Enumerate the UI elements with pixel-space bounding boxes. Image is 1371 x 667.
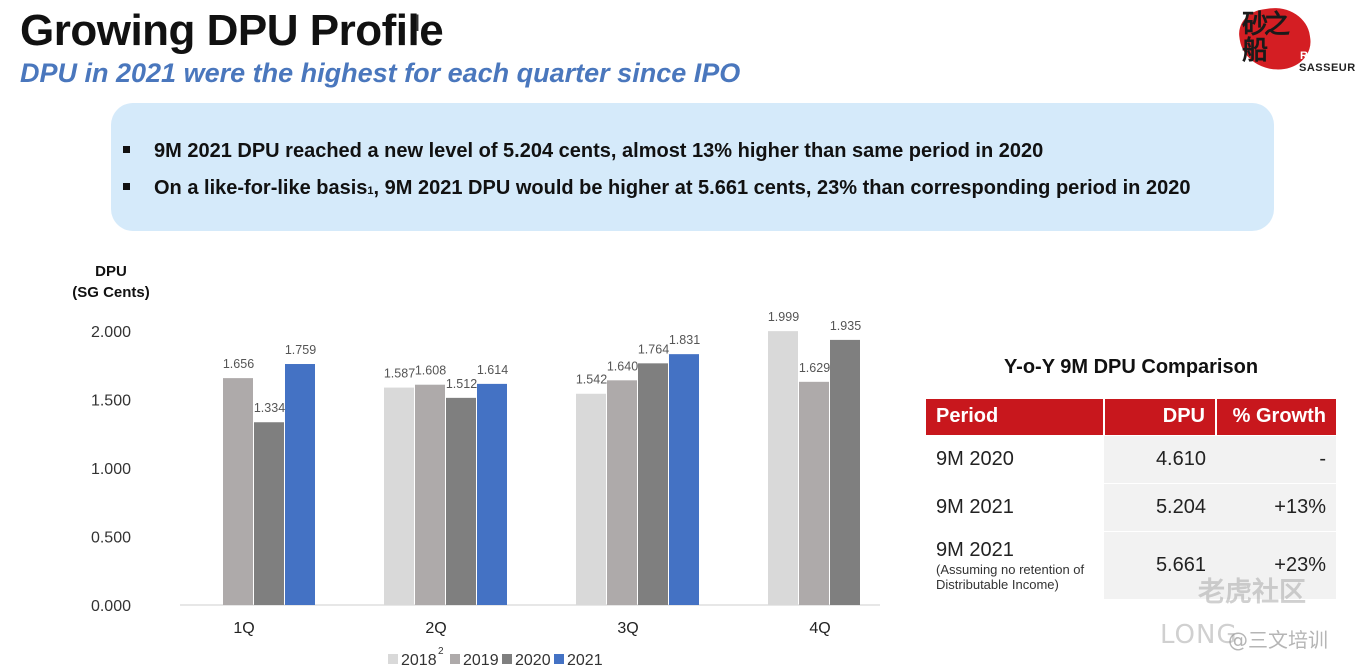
x-tick-label: 3Q: [617, 620, 638, 637]
data-label: 1.608: [415, 364, 446, 378]
data-label: 1.542: [576, 373, 607, 387]
legend-swatch-2018: [388, 654, 398, 664]
row-period: 9M 2021: [936, 538, 1014, 561]
bullet-square-icon: [123, 146, 130, 153]
bar-2020-1Q: [254, 422, 284, 605]
logo-glyph: 砂之船: [1242, 10, 1290, 66]
watermark-handle: @三文培训: [1228, 628, 1328, 652]
data-label: 1.614: [477, 363, 508, 377]
text-cursor-icon: I: [414, 10, 421, 37]
sasseur-reit-logo: 砂之船 REIT SASSEUR: [1236, 3, 1364, 78]
x-tick-label: 1Q: [233, 620, 254, 637]
row-dpu: 5.661: [1104, 530, 1216, 599]
data-label: 1.640: [607, 359, 638, 373]
row-period: 9M 2020: [926, 434, 1104, 483]
row-dpu: 4.610: [1104, 434, 1216, 483]
watermark-long: LONG: [1160, 620, 1238, 650]
page-title: Growing DPU Profile: [20, 6, 444, 55]
bar-2021-1Q: [285, 364, 315, 605]
table-row: 9M 2020 4.610 -: [926, 434, 1336, 483]
y-axis-label-unit: (SG Cents): [72, 284, 150, 301]
data-label: 1.831: [669, 333, 700, 347]
header-period: Period: [926, 399, 1105, 435]
header-growth: % Growth: [1216, 399, 1336, 435]
data-label: 1.587: [384, 367, 415, 381]
comparison-header-row: Period DPU % Growth: [926, 399, 1336, 435]
highlight-bullet-1: 9M 2021 DPU reached a new level of 5.204…: [123, 140, 1043, 163]
row-growth: -: [1216, 434, 1336, 483]
row-period-note: (Assuming no retention of Distributable …: [936, 561, 1085, 592]
row-period: 9M 2021: [926, 482, 1104, 531]
footnote-marker: 1: [367, 185, 374, 197]
data-label: 1.512: [446, 377, 477, 391]
bar-2021-2Q: [477, 383, 507, 605]
bar-2019-4Q: [799, 381, 829, 605]
bar-2020-3Q: [638, 363, 668, 605]
comparison-table: Period DPU % Growth 9M 2020 4.610 - 9M 2…: [926, 399, 1336, 599]
legend-label: 2019: [463, 652, 499, 667]
bar-2020-4Q: [830, 339, 860, 605]
y-tick-label: 1.000: [91, 461, 131, 478]
y-tick-label: 1.500: [91, 393, 131, 410]
legend-label: 2020: [515, 652, 551, 667]
legend-swatch-2019: [450, 654, 460, 664]
highlight-bullet-2: On a like-for-like basis 1, 9M 2021 DPU w…: [123, 177, 1190, 200]
legend-footnote: 2: [438, 646, 444, 657]
legend-swatch-2021: [554, 654, 564, 664]
data-label: 1.334: [254, 401, 285, 415]
y-tick-label: 0.000: [91, 598, 131, 615]
legend-label: 2021: [567, 652, 603, 667]
data-label: 1.935: [830, 319, 861, 333]
data-label: 1.759: [285, 343, 316, 357]
row-period-cell: 9M 2021 (Assuming no retention of Distri…: [926, 530, 1104, 599]
y-axis-label: DPU: [95, 263, 127, 280]
data-label: 1.629: [799, 361, 830, 375]
table-row: 9M 2021 5.204 +13%: [926, 482, 1336, 531]
highlight-bullet-2-text-post: , 9M 2021 DPU would be higher at 5.661 c…: [373, 177, 1191, 199]
data-label: 1.999: [768, 310, 799, 324]
legend-label: 2018: [401, 652, 437, 667]
x-tick-label: 2Q: [425, 620, 446, 637]
bar-2018-4Q: [768, 331, 798, 605]
highlights-callout: 9M 2021 DPU reached a new level of 5.204…: [111, 103, 1274, 231]
legend-swatch-2020: [502, 654, 512, 664]
bullet-square-icon: [123, 183, 130, 190]
data-label: 1.656: [223, 357, 254, 371]
comparison-title: Y-o-Y 9M DPU Comparison: [1003, 356, 1259, 378]
bar-2019-2Q: [415, 384, 445, 605]
bar-2020-2Q: [446, 397, 476, 605]
highlight-bullet-2-text-pre: On a like-for-like basis: [154, 177, 368, 199]
data-label: 1.764: [638, 342, 669, 356]
header-dpu: DPU: [1104, 399, 1217, 435]
table-row: 9M 2021 (Assuming no retention of Distri…: [926, 530, 1336, 599]
logo-sasseur-text: SASSEUR: [1299, 62, 1356, 74]
bar-2021-3Q: [669, 354, 699, 605]
row-growth: +23%: [1216, 530, 1336, 599]
bar-2019-1Q: [223, 378, 253, 605]
bar-2018-2Q: [384, 387, 414, 605]
watermark-community: 老虎社区: [1198, 577, 1306, 608]
logo-reit-text: REIT: [1300, 50, 1326, 62]
dpu-bar-chart: DPU (SG Cents) 0.000 0.500 1.000 1.500 2.000 1Q…: [72, 263, 880, 667]
page-subtitle: DPU in 2021 were the highest for each qu…: [20, 58, 741, 88]
bar-2019-3Q: [607, 380, 637, 605]
row-dpu: 5.204: [1104, 482, 1216, 531]
bar-2018-3Q: [576, 393, 606, 605]
y-tick-label: 2.000: [91, 324, 131, 341]
x-tick-label: 4Q: [809, 620, 830, 637]
row-growth: +13%: [1216, 482, 1336, 531]
y-tick-label: 0.500: [91, 530, 131, 547]
highlight-bullet-1-text: 9M 2021 DPU reached a new level of 5.204…: [154, 140, 1044, 162]
